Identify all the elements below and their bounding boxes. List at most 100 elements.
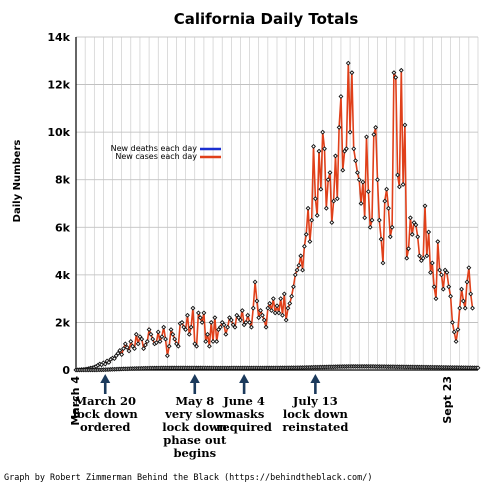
data-point xyxy=(431,284,437,290)
data-point xyxy=(225,324,231,330)
data-point xyxy=(380,260,386,266)
annotation-line: June 4 xyxy=(222,394,265,408)
data-point xyxy=(378,236,384,242)
data-point xyxy=(238,317,243,323)
data-point xyxy=(201,310,207,316)
y-tick-label: 4k xyxy=(55,269,71,282)
data-point xyxy=(320,129,326,135)
data-point xyxy=(400,182,406,187)
data-point xyxy=(188,324,194,330)
data-point xyxy=(333,153,338,159)
data-point xyxy=(126,348,132,354)
data-point xyxy=(117,348,123,353)
data-point xyxy=(384,186,390,192)
data-point xyxy=(276,310,282,316)
data-point xyxy=(318,186,324,192)
data-point xyxy=(331,198,337,204)
data-point xyxy=(283,317,289,323)
data-point xyxy=(223,331,229,337)
annotation-arrow-head xyxy=(189,374,200,383)
data-point xyxy=(475,365,481,371)
data-point xyxy=(305,205,311,211)
y-tick-label: 2k xyxy=(55,316,71,329)
data-point xyxy=(285,305,291,311)
annotation-arrow-head xyxy=(310,374,321,383)
data-point xyxy=(417,253,422,259)
data-point xyxy=(186,331,192,337)
y-tick-label: 0 xyxy=(62,364,70,377)
data-point xyxy=(161,324,167,330)
data-point xyxy=(208,319,214,325)
data-point xyxy=(303,231,309,237)
data-point xyxy=(292,272,298,278)
data-point xyxy=(287,300,293,306)
legend-label: New cases each day xyxy=(115,152,197,161)
data-point xyxy=(183,327,189,333)
data-point xyxy=(415,234,421,240)
data-point xyxy=(195,310,201,316)
series-deaths xyxy=(73,363,481,373)
data-point xyxy=(373,124,379,130)
data-point xyxy=(369,217,375,223)
data-point xyxy=(139,336,145,342)
data-point xyxy=(345,60,351,66)
annotation-line: lock down xyxy=(73,407,139,421)
data-point xyxy=(265,305,271,311)
data-point xyxy=(291,284,296,290)
data-point xyxy=(212,315,218,321)
data-point xyxy=(371,132,377,137)
data-point xyxy=(214,339,220,344)
annotation-line: phase out xyxy=(163,433,227,447)
data-point xyxy=(409,231,415,237)
data-point xyxy=(364,134,369,140)
data-point xyxy=(269,308,274,313)
data-point xyxy=(119,352,125,357)
data-point xyxy=(460,298,466,304)
data-point xyxy=(148,331,154,337)
data-point xyxy=(426,229,432,235)
data-point xyxy=(404,255,410,261)
data-point xyxy=(168,327,174,333)
data-point xyxy=(358,201,364,206)
data-point xyxy=(340,167,346,173)
data-point xyxy=(334,196,340,202)
credit-text: Graph by Robert Zimmerman Behind the Bla… xyxy=(4,473,372,483)
data-point xyxy=(128,339,134,344)
data-point xyxy=(296,262,302,268)
data-point xyxy=(150,336,156,342)
data-point xyxy=(159,334,165,340)
data-point xyxy=(144,339,150,344)
data-point xyxy=(263,324,269,330)
data-point xyxy=(444,270,450,275)
data-point xyxy=(376,217,382,223)
data-point xyxy=(312,196,318,202)
data-point xyxy=(155,329,161,335)
data-point xyxy=(349,70,355,76)
data-point xyxy=(102,361,108,367)
data-point xyxy=(329,220,335,225)
data-point xyxy=(278,296,284,302)
data-point xyxy=(429,260,435,266)
data-point xyxy=(468,291,474,297)
data-point xyxy=(387,234,393,240)
y-tick-label: 6k xyxy=(55,221,71,234)
data-point xyxy=(261,317,267,323)
annotation-line: very slow xyxy=(164,407,225,421)
data-point xyxy=(206,343,212,349)
data-point xyxy=(356,177,362,183)
series-cases xyxy=(73,60,475,373)
data-point xyxy=(413,222,419,228)
data-point xyxy=(367,224,373,230)
data-point xyxy=(309,217,315,223)
data-point xyxy=(347,129,353,135)
data-point xyxy=(395,172,401,178)
data-point xyxy=(314,212,320,218)
annotation-line: lock down xyxy=(283,407,349,421)
data-point xyxy=(424,253,430,259)
data-point xyxy=(170,331,176,337)
data-point xyxy=(185,312,190,318)
data-point xyxy=(446,284,452,290)
